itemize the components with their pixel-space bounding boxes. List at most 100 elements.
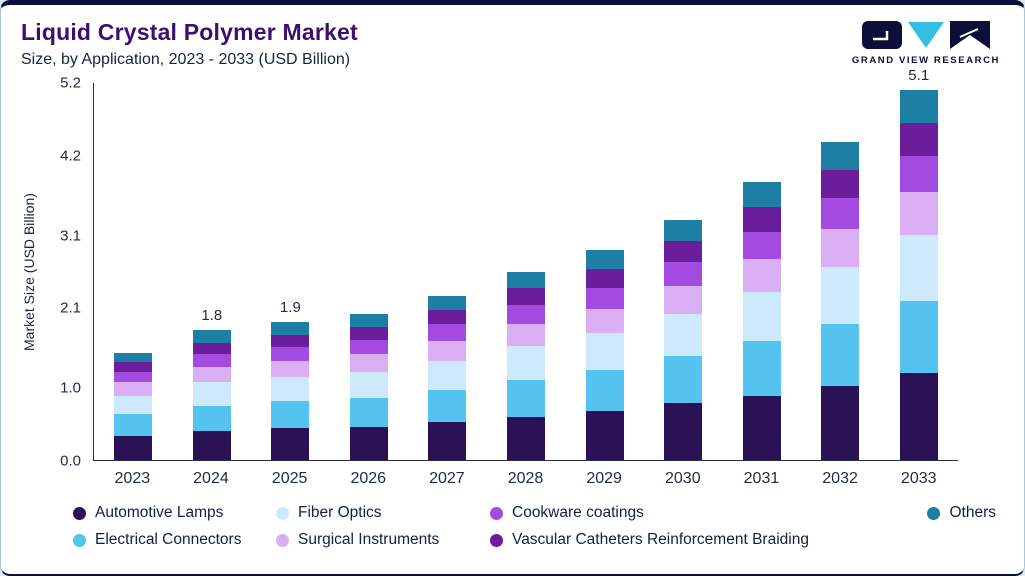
bar-value-label: 5.1 xyxy=(908,67,930,85)
bar-segment xyxy=(349,326,388,340)
bar-segment xyxy=(192,367,231,383)
bar-segment xyxy=(114,436,153,460)
bar-segment xyxy=(585,268,624,288)
page-title: Liquid Crystal Polymer Market xyxy=(21,19,358,45)
logo-triangle-icon xyxy=(907,22,944,48)
bar-segment xyxy=(114,382,153,396)
bar-segment xyxy=(271,400,310,429)
bar-segment xyxy=(821,323,860,387)
bar-segment xyxy=(899,122,938,156)
bar-segment xyxy=(114,362,153,372)
legend-row: Electrical Connectors Surgical Instrument… xyxy=(73,531,996,549)
bar-segment xyxy=(271,360,310,377)
bar-group xyxy=(94,83,173,460)
bar-segment xyxy=(192,354,231,368)
brand-logo: GRAND VIEW RESEARCH xyxy=(852,19,1000,66)
bar-segment xyxy=(114,352,153,363)
legend-label: Vascular Catheters Reinforcement Braidin… xyxy=(512,531,809,548)
bar-group: 5.1 xyxy=(879,67,958,460)
bar-segment xyxy=(585,411,624,460)
logo-marks xyxy=(861,21,990,51)
brand-name: GRAND VIEW RESEARCH xyxy=(851,55,1000,66)
bar-segment xyxy=(428,295,467,310)
bar-segment xyxy=(664,220,703,242)
bar-segment xyxy=(507,304,545,324)
legend-row: Automotive Lamps Fiber Optics Cookware coa… xyxy=(73,504,996,522)
bar-segment xyxy=(742,182,781,208)
bar-segment xyxy=(349,354,388,372)
bar-segment xyxy=(114,414,153,437)
bar-segment xyxy=(271,428,310,460)
bar-segment xyxy=(664,262,703,287)
bar-group xyxy=(565,83,644,460)
bar-segment xyxy=(742,207,781,232)
bar-stack xyxy=(507,271,545,460)
bar-segment xyxy=(742,341,781,397)
legend-color-dot xyxy=(73,506,86,520)
bar-segment xyxy=(349,371,388,398)
bar-group xyxy=(722,83,801,460)
x-tick-label: 2030 xyxy=(665,470,701,487)
y-axis-ticks: 0.0 1.0 2.1 3.1 4.2 5.2 xyxy=(41,75,93,470)
legend-label: Cookware coatings xyxy=(512,504,644,521)
legend: Automotive Lamps Fiber Optics Cookware coa… xyxy=(1,488,1024,549)
x-tick-label: 2029 xyxy=(586,470,622,487)
header: Liquid Crystal Polymer Market Size, by A… xyxy=(1,5,1024,69)
bar-segment xyxy=(507,323,545,347)
bar-segment xyxy=(821,198,860,230)
bar-segment xyxy=(428,310,467,325)
legend-label: Surgical Instruments xyxy=(298,531,440,548)
legend-item: Automotive Lamps xyxy=(73,504,276,522)
y-tick-label: 5.2 xyxy=(60,74,81,92)
bar-segment xyxy=(821,386,860,460)
y-tick-label: 3.1 xyxy=(60,227,81,245)
y-tick-label: 2.1 xyxy=(60,299,81,317)
bar-stack xyxy=(742,182,781,460)
bar-stack xyxy=(899,90,938,460)
bar-segment xyxy=(349,397,388,427)
bar-segment xyxy=(507,271,545,289)
legend-item: Electrical Connectors xyxy=(73,531,276,549)
bar-segment xyxy=(899,155,938,192)
x-tick-label: 2028 xyxy=(507,470,544,487)
legend-color-dot xyxy=(276,533,289,547)
bar-segment xyxy=(192,329,231,343)
bar-segment xyxy=(899,90,938,123)
bar-value-label: 1.9 xyxy=(279,299,301,317)
bar-segment xyxy=(899,235,938,301)
bar-group xyxy=(330,83,409,460)
bar-segment xyxy=(428,422,467,460)
bar-stack xyxy=(428,295,467,460)
x-tick-label: 2024 xyxy=(193,470,229,487)
bar-group xyxy=(487,83,566,460)
x-tick-label: 2033 xyxy=(900,470,937,487)
bar-segment xyxy=(271,334,310,347)
bar-segment xyxy=(742,231,781,260)
bar-segment xyxy=(742,291,781,342)
bar-segment xyxy=(742,259,781,292)
bar-stack xyxy=(271,322,310,460)
chart-area: Market Size (USD Billion) 0.0 1.0 2.1 3.1 4.… xyxy=(1,67,1024,470)
x-tick-label: 2023 xyxy=(114,470,151,487)
bar-group xyxy=(801,83,880,460)
bar-segment xyxy=(192,342,231,355)
bar-segment xyxy=(192,382,231,406)
bar-segment xyxy=(114,395,153,415)
bar-stack xyxy=(664,220,703,460)
bar-segment xyxy=(271,346,310,361)
x-tick-label: 2027 xyxy=(429,470,465,487)
legend-item: Fiber Optics xyxy=(276,504,490,522)
legend-item: Others xyxy=(927,504,996,522)
bar-segment xyxy=(507,416,545,460)
bar-segment xyxy=(899,300,938,373)
bar-segment xyxy=(585,333,624,371)
bar-segment xyxy=(114,371,153,383)
x-tick-label: 2031 xyxy=(743,470,780,487)
bar-stack xyxy=(349,313,388,460)
bar-segment xyxy=(664,356,703,404)
y-tick-label: 1.0 xyxy=(60,379,81,397)
x-tick-label: 2026 xyxy=(350,470,387,487)
legend-item: Surgical Instruments xyxy=(276,531,490,549)
bar-segment xyxy=(742,396,781,460)
